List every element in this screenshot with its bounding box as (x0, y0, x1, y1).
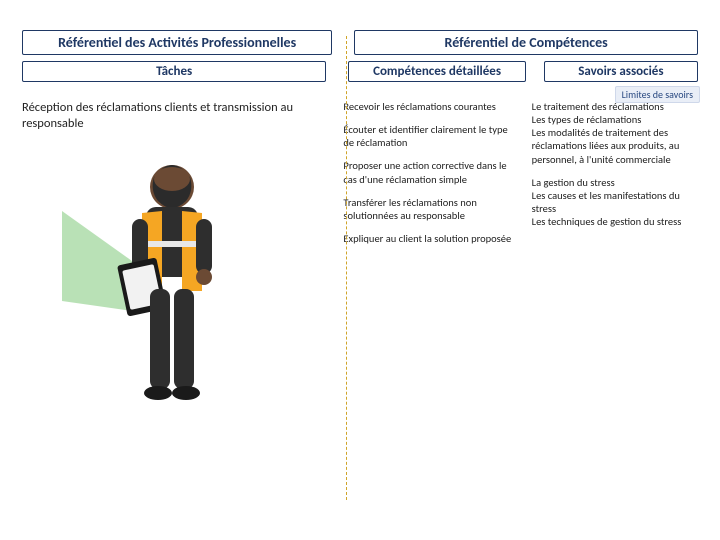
limits-badge: Limites de savoirs (615, 86, 700, 103)
header-competences: Référentiel de Compétences (354, 30, 698, 55)
header-activities: Référentiel des Activités Professionnell… (22, 30, 332, 55)
task-title: Réception des réclamations clients et tr… (22, 100, 321, 131)
column-tasks: Réception des réclamations clients et tr… (22, 100, 321, 441)
worker-illustration (62, 141, 272, 441)
competence-item: Transférer les réclamations non solution… (343, 196, 513, 222)
savoir-paragraph: Le traitement des réclamations Les types… (532, 100, 698, 166)
column-competences: Recevoir les réclamations courantes Écout… (343, 100, 513, 441)
subheader-competences: Compétences détaillées (348, 61, 525, 82)
subheader-savoirs: Savoirs associés (544, 61, 698, 82)
vertical-divider (346, 36, 347, 500)
column-savoirs: Le traitement des réclamations Les types… (532, 100, 698, 441)
savoir-paragraph: La gestion du stress Les causes et les m… (532, 176, 698, 229)
competence-item: Expliquer au client la solution proposée (343, 232, 513, 245)
subheader-tasks: Tâches (22, 61, 326, 82)
competence-item: Proposer une action corrective dans le c… (343, 159, 513, 185)
competence-item: Écouter et identifier clairement le type… (343, 123, 513, 149)
competence-item: Recevoir les réclamations courantes (343, 100, 513, 113)
